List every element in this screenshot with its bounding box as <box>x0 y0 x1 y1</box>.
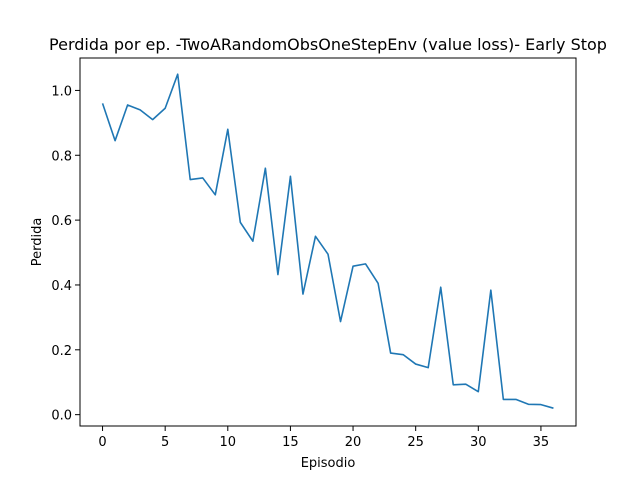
x-tick-label: 5 <box>161 435 169 450</box>
y-axis: 0.0 0.2 0.4 0.6 0.8 1.0 <box>51 84 80 424</box>
x-tick-label: 10 <box>220 435 237 450</box>
x-axis-label: Episodio <box>301 456 356 471</box>
x-tick-label: 0 <box>98 435 106 450</box>
plot-area <box>101 73 554 409</box>
y-axis-label: Perdida <box>30 218 45 267</box>
x-tick-label: 20 <box>345 435 362 450</box>
y-tick-label: 0.2 <box>51 344 72 359</box>
x-axis: 0 5 10 15 20 25 30 35 <box>98 426 549 450</box>
y-tick-label: 1.0 <box>51 84 72 99</box>
plot-frame <box>79 57 577 427</box>
y-tick-label: 0.0 <box>51 409 72 424</box>
x-tick-label: 15 <box>282 435 299 450</box>
y-tick-label: 0.6 <box>51 214 72 229</box>
chart-title: Perdida por ep. -TwoARandomObsOneStepEnv… <box>49 35 607 54</box>
x-tick-label: 35 <box>533 435 550 450</box>
x-tick-label: 30 <box>470 435 487 450</box>
x-tick-label: 25 <box>407 435 424 450</box>
y-tick-label: 0.8 <box>51 149 72 164</box>
y-tick-label: 0.4 <box>51 279 72 294</box>
series-line <box>101 73 554 409</box>
